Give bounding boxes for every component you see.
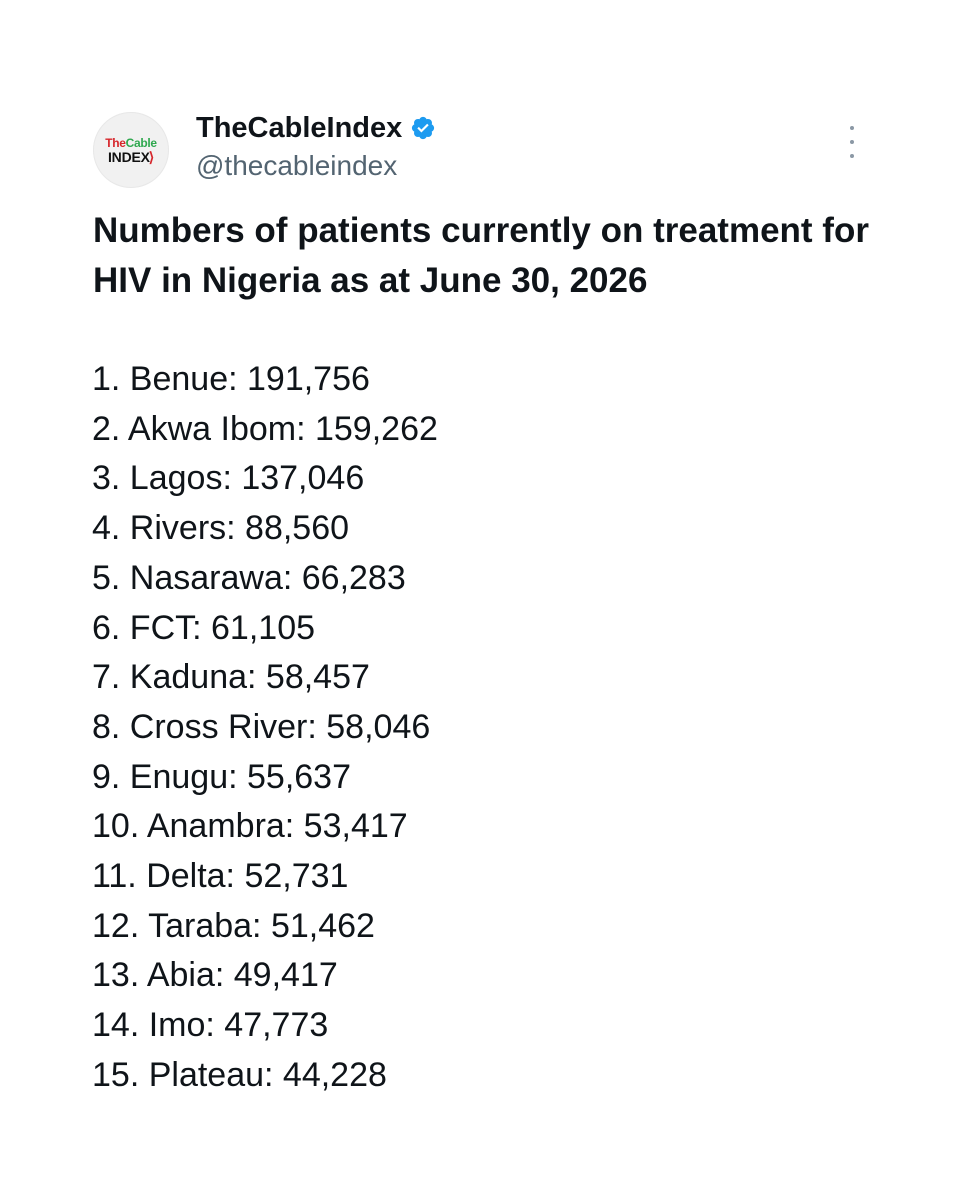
list-item: 2. Akwa Ibom: 159,262	[92, 409, 438, 448]
list-item: 15. Plateau: 44,228	[92, 1055, 387, 1094]
list-item: 13. Abia: 49,417	[92, 956, 338, 995]
logo-index: INDEX	[107, 148, 150, 165]
list-item: 4. Rivers: 88,560	[92, 509, 350, 548]
tweet-title: Numbers of patients currently on treatme…	[93, 211, 869, 300]
list-item: 9. Enugu: 55,637	[92, 757, 352, 796]
verified-badge-icon	[412, 116, 435, 140]
list-item: 12. Taraba: 51,462	[92, 906, 375, 945]
list-item: 7. Kaduna: 58,457	[92, 658, 370, 697]
display-name[interactable]: TheCableIndex	[196, 111, 403, 144]
more-dot	[850, 154, 854, 158]
list-item: 8. Cross River: 58,046	[92, 707, 431, 746]
list-item: 5. Nasarawa: 66,283	[92, 558, 406, 597]
list-item: 6. FCT: 61,105	[92, 608, 316, 647]
list-item: 10. Anambra: 53,417	[92, 807, 408, 846]
logo-mark: ⟩	[148, 148, 155, 165]
list-item: 14. Imo: 47,773	[92, 1006, 329, 1045]
list-item: 1. Benue: 191,756	[92, 360, 370, 398]
logo-the: The	[105, 135, 126, 150]
author-name-row: TheCableIndex	[196, 108, 436, 148]
avatar[interactable]: TheCable INDEX⟩	[93, 112, 169, 188]
more-options-icon[interactable]	[842, 126, 862, 158]
more-dot	[850, 140, 854, 144]
more-dot	[850, 126, 854, 130]
list-item: 11. Delta: 52,731	[92, 857, 349, 896]
avatar-logo-top: TheCable	[105, 137, 157, 149]
logo-cable: Cable	[125, 135, 157, 150]
list-item: 3. Lagos: 137,046	[92, 459, 365, 498]
ranking-list: 1. Benue: 191,756 2. Akwa Ibom: 159,262 …	[92, 355, 438, 1101]
handle[interactable]: @thecableindex	[196, 150, 398, 181]
avatar-logo-bottom: INDEX⟩	[108, 150, 154, 164]
